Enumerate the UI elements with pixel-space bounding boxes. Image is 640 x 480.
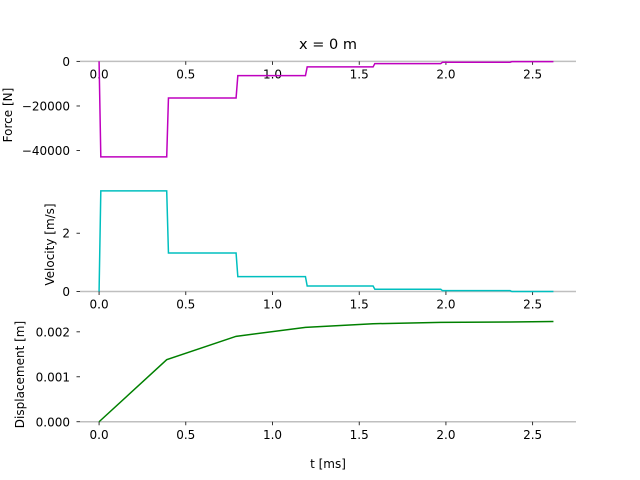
y-axis-label: Displacement [m] [13, 321, 27, 428]
x-tick-label: 1.5 [350, 298, 369, 312]
x-tick-label: 2.0 [436, 298, 455, 312]
x-tick-label: 2.5 [523, 67, 542, 81]
series-line [98, 320, 554, 423]
x-tick-label: 1.5 [350, 428, 369, 442]
y-tick-label: 0.002 [36, 325, 70, 339]
subplot-3: 0.0 0.5 1.0 1.5 2.0 2.5 0.000 0.001 0.002 Displac… [13, 320, 576, 442]
y-tick-label: −40000 [22, 144, 70, 158]
figure-title: x = 0 m [299, 37, 357, 53]
series-line [98, 60, 554, 158]
y-tick-label: 0.001 [36, 370, 70, 384]
series-line [98, 190, 554, 293]
x-tick-label: 2.0 [436, 67, 455, 81]
y-tick-label: 2 [62, 227, 70, 241]
x-tick-label: 1.5 [350, 67, 369, 81]
x-tick-label: 2.5 [523, 428, 542, 442]
y-tick-label: 0 [62, 285, 70, 299]
y-tick-label: 0.000 [36, 415, 70, 429]
y-axis-label: Force [N] [1, 88, 15, 143]
x-axis-label: t [ms] [310, 457, 346, 471]
x-tick-label: 0.5 [176, 428, 195, 442]
x-tick-label: 2.5 [523, 298, 542, 312]
x-tick-label: 0.0 [90, 298, 109, 312]
y-tick-label: 0 [62, 55, 70, 69]
x-tick-label: 1.0 [263, 298, 282, 312]
x-tick-label: 1.0 [263, 67, 282, 81]
subplot-2: 0.0 0.5 1.0 1.5 2.0 2.5 0 2 Velocity [m/s] [43, 190, 576, 312]
x-tick-label: 0.0 [90, 428, 109, 442]
x-tick-label: 0.5 [176, 298, 195, 312]
y-axis-label: Velocity [m/s] [43, 203, 57, 285]
y-tick-label: −20000 [22, 99, 70, 113]
x-tick-label: 1.0 [263, 428, 282, 442]
x-tick-label: 0.5 [176, 67, 195, 81]
x-tick-label: 2.0 [436, 428, 455, 442]
